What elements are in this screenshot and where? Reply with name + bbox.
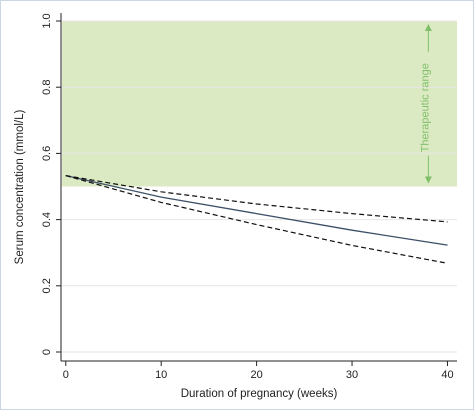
x-tick-label: 0 [63, 369, 69, 381]
y-tick-label: 0.4 [41, 212, 53, 227]
y-axis-ticks: 0 0.2 0.4 0.6 0.8 1.0 [41, 13, 61, 355]
annotation-label: Therapeutic range [419, 63, 431, 152]
x-tick-label: 30 [346, 369, 358, 381]
dashed-series-line [65, 175, 448, 264]
solid-series-line [65, 174, 448, 246]
x-tick-label: 20 [250, 369, 262, 381]
y-tick-label: 0.6 [41, 146, 53, 161]
therapeutic-range-annotation: Therapeutic range [419, 24, 432, 184]
annotation-arrowhead-down [424, 176, 432, 184]
grid-lines [61, 20, 457, 353]
y-tick-label: 0 [41, 349, 53, 355]
x-axis-ticks: 0 10 20 30 40 [63, 361, 454, 381]
x-tick-label: 40 [441, 369, 453, 381]
dashed-series-line [65, 175, 448, 223]
series-layer [65, 174, 448, 264]
y-tick-label: 0.8 [41, 80, 53, 95]
therapeutic-range-band [62, 21, 457, 187]
annotation-arrowhead-up [424, 24, 432, 31]
y-tick-label: 1.0 [41, 13, 53, 28]
x-axis-title: Duration of pregnancy (weeks) [181, 388, 338, 400]
y-tick-label: 0.2 [41, 278, 53, 293]
y-axis-title: Serum concentration (mmol/L) [14, 109, 26, 264]
x-tick-label: 10 [155, 369, 167, 381]
